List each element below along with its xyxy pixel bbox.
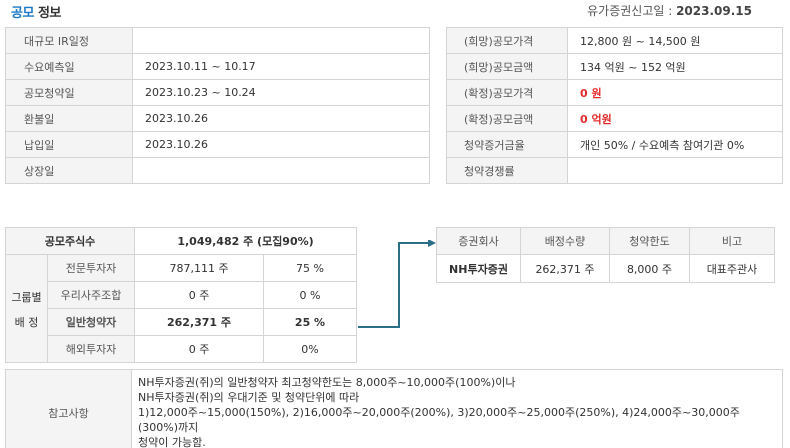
- investor-type: 전문투자자: [46, 254, 136, 282]
- notes-label: 참고사항: [5, 369, 132, 448]
- table-row: 청약증거금율 개인 50% / 수요예측 참여기관 0%: [446, 131, 783, 158]
- schedule-label: 환불일: [5, 105, 133, 132]
- pricing-value: [567, 157, 783, 184]
- page-title: 공모 정보: [11, 2, 61, 21]
- allocated-shares: 787,111 주: [134, 254, 265, 282]
- pricing-label: (확정)공모금액: [446, 105, 568, 132]
- table-row: 수요예측일 2023.10.11 ~ 10.17: [5, 53, 430, 80]
- schedule-label: 납입일: [5, 131, 133, 158]
- allocated-shares: 262,371 주: [134, 308, 265, 336]
- allocation-table: 공모주식수 1,049,482 주 (모집90%) 그룹별 배 정 전문투자자 …: [4, 227, 357, 363]
- allocated-shares: 0 주: [134, 281, 265, 309]
- table-row: (확정)공모가격 0 원: [446, 79, 783, 106]
- arrow-connector-icon: [358, 240, 436, 328]
- group-label-line-1: 그룹별: [11, 291, 42, 304]
- schedule-table: 대규모 IR일정 수요예측일 2023.10.11 ~ 10.17 공모청약일 20…: [5, 27, 430, 184]
- allocated-shares: 0 주: [134, 335, 265, 363]
- total-shares-label: 공모주식수: [4, 227, 136, 255]
- table-row: 납입일 2023.10.26: [5, 131, 430, 158]
- table-row: 해외투자자 0 주 0%: [6, 335, 357, 363]
- pricing-label: 청약증거금율: [446, 131, 568, 158]
- column-header: 배정수량: [520, 227, 610, 255]
- filing-date: 유가증권신고일 : 2023.09.15: [587, 2, 752, 19]
- table-row: 공모청약일 2023.10.23 ~ 10.24: [5, 79, 430, 106]
- notes-line: NH투자증권(쥐)의 우대기준 및 청약단위에 따라: [138, 391, 360, 404]
- notes-line: 1)12,000주~15,000(150%), 2)16,000주~20,000…: [138, 406, 740, 434]
- broker-table: 증권회사 배정수량 청약한도 비고 NH투자증권 262,371 주 8,000…: [436, 227, 775, 283]
- notes-line: 청약이 가능함.: [138, 436, 206, 448]
- table-row: 참고사항 NH투자증권(쥐)의 일반청약자 최고청약한도는 8,000주~10,…: [5, 369, 783, 448]
- pricing-value: 12,800 원 ~ 14,500 원: [567, 27, 783, 54]
- table-row: 그룹별 배 정 전문투자자 787,111 주 75 %: [5, 254, 357, 363]
- schedule-value: [132, 157, 430, 184]
- notes-table: 참고사항 NH투자증권(쥐)의 일반청약자 최고청약한도는 8,000주~10,…: [5, 369, 783, 448]
- investor-type: 해외투자자: [46, 335, 136, 363]
- column-header: 증권회사: [436, 227, 521, 255]
- table-row: 대규모 IR일정: [5, 27, 430, 54]
- table-row: 공모주식수 1,049,482 주 (모집90%): [4, 227, 357, 255]
- schedule-label: 공모청약일: [5, 79, 133, 106]
- column-header: 청약한도: [609, 227, 690, 255]
- pricing-label: 청약경쟁률: [446, 157, 568, 184]
- investor-type: 일반청약자: [46, 308, 136, 336]
- broker-note: 대표주관사: [689, 254, 775, 283]
- table-row: 일반청약자 262,371 주 25 %: [6, 308, 357, 336]
- schedule-value: 2023.10.26: [132, 131, 430, 158]
- broker-name: NH투자증권: [436, 254, 521, 283]
- broker-limit: 8,000 주: [609, 254, 690, 283]
- total-shares-value: 1,049,482 주 (모집90%): [134, 227, 357, 255]
- group-allocation-label: 그룹별 배 정: [5, 254, 48, 363]
- table-row: (확정)공모금액 0 억원: [446, 105, 783, 132]
- pricing-label: (희망)공모금액: [446, 53, 568, 80]
- title-rest: 정보: [37, 6, 61, 21]
- table-row: (희망)공모금액 134 억원 ~ 152 억원: [446, 53, 783, 80]
- table-row: 환불일 2023.10.26: [5, 105, 430, 132]
- schedule-value: 2023.10.26: [132, 105, 430, 132]
- table-row: 상장일: [5, 157, 430, 184]
- allocated-pct: 0%: [263, 335, 357, 363]
- pricing-value: 134 억원 ~ 152 억원: [567, 53, 783, 80]
- table-header-row: 증권회사 배정수량 청약한도 비고: [436, 227, 775, 255]
- schedule-label: 수요예측일: [5, 53, 133, 80]
- table-row: 우리사주조합 0 주 0 %: [6, 281, 357, 309]
- pricing-value: 개인 50% / 수요예측 참여기관 0%: [567, 131, 783, 158]
- schedule-value: 2023.10.11 ~ 10.17: [132, 53, 430, 80]
- allocated-pct: 0 %: [263, 281, 357, 309]
- group-label-line-2: 배 정: [14, 316, 39, 329]
- table-row: (희망)공모가격 12,800 원 ~ 14,500 원: [446, 27, 783, 54]
- allocated-pct: 75 %: [263, 254, 357, 282]
- schedule-value: 2023.10.23 ~ 10.24: [132, 79, 430, 106]
- filing-date-value: 2023.09.15: [676, 4, 752, 18]
- schedule-label: 대규모 IR일정: [5, 27, 133, 54]
- confirmed-price-value: 0 원: [567, 79, 783, 106]
- pricing-label: (확정)공모가격: [446, 79, 568, 106]
- column-header: 비고: [689, 227, 775, 255]
- schedule-value: [132, 27, 430, 54]
- investor-type: 우리사주조합: [46, 281, 136, 309]
- pricing-label: (희망)공모가격: [446, 27, 568, 54]
- schedule-label: 상장일: [5, 157, 133, 184]
- title-accent: 공모: [11, 6, 34, 21]
- broker-allocation: 262,371 주: [520, 254, 610, 283]
- filing-label: 유가증권신고일 :: [587, 4, 677, 18]
- confirmed-amount-value: 0 억원: [567, 105, 783, 132]
- notes-line: NH투자증권(쥐)의 일반청약자 최고청약한도는 8,000주~10,000주(…: [138, 376, 516, 389]
- table-row: NH투자증권 262,371 주 8,000 주 대표주관사: [436, 254, 775, 283]
- table-row: 청약경쟁률: [446, 157, 783, 184]
- allocated-pct: 25 %: [263, 308, 357, 336]
- notes-content: NH투자증권(쥐)의 일반청약자 최고청약한도는 8,000주~10,000주(…: [131, 369, 783, 448]
- pricing-table: (희망)공모가격 12,800 원 ~ 14,500 원 (희망)공모금액 134 …: [446, 27, 783, 184]
